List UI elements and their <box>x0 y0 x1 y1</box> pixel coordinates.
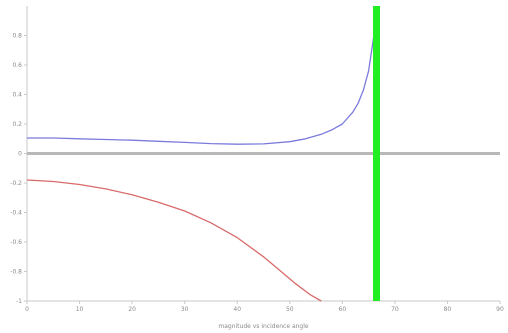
x-tick-label: 80 <box>444 306 452 313</box>
y-tick-label: -0.8 <box>10 269 22 276</box>
x-tick-label: 90 <box>496 306 504 313</box>
y-tick-label: -0.4 <box>10 210 22 217</box>
y-tick-label: 0.2 <box>12 121 22 128</box>
x-tick-label: 60 <box>339 306 347 313</box>
reference-lines <box>27 6 500 301</box>
axis-ticks: 0 10 20 30 40 50 60 70 80 90 0.8 0.6 0.4 0.2 0 -0.2 -0.4… <box>10 33 504 314</box>
x-tick-label: 10 <box>76 306 84 313</box>
x-tick-label: 70 <box>391 306 399 313</box>
x-tick-label: 20 <box>128 306 136 313</box>
series-line-2 <box>26 179 322 302</box>
series-layer <box>26 35 375 302</box>
y-tick-label: 0 <box>18 151 22 158</box>
x-tick-label: 30 <box>181 306 189 313</box>
y-tick-label: -0.6 <box>10 239 22 246</box>
y-tick-label: -1 <box>16 298 22 305</box>
series-line-1 <box>27 35 375 145</box>
y-tick-label: -0.2 <box>10 180 22 187</box>
y-tick-label: 0.4 <box>12 92 22 99</box>
x-tick-label: 50 <box>286 306 294 313</box>
x-tick-label: 40 <box>233 306 241 313</box>
x-axis-label: magnitude vs incidence angle <box>218 323 309 330</box>
y-tick-label: 0.8 <box>12 33 22 40</box>
y-tick-label: 0.6 <box>12 62 22 69</box>
x-tick-label: 0 <box>25 306 29 313</box>
